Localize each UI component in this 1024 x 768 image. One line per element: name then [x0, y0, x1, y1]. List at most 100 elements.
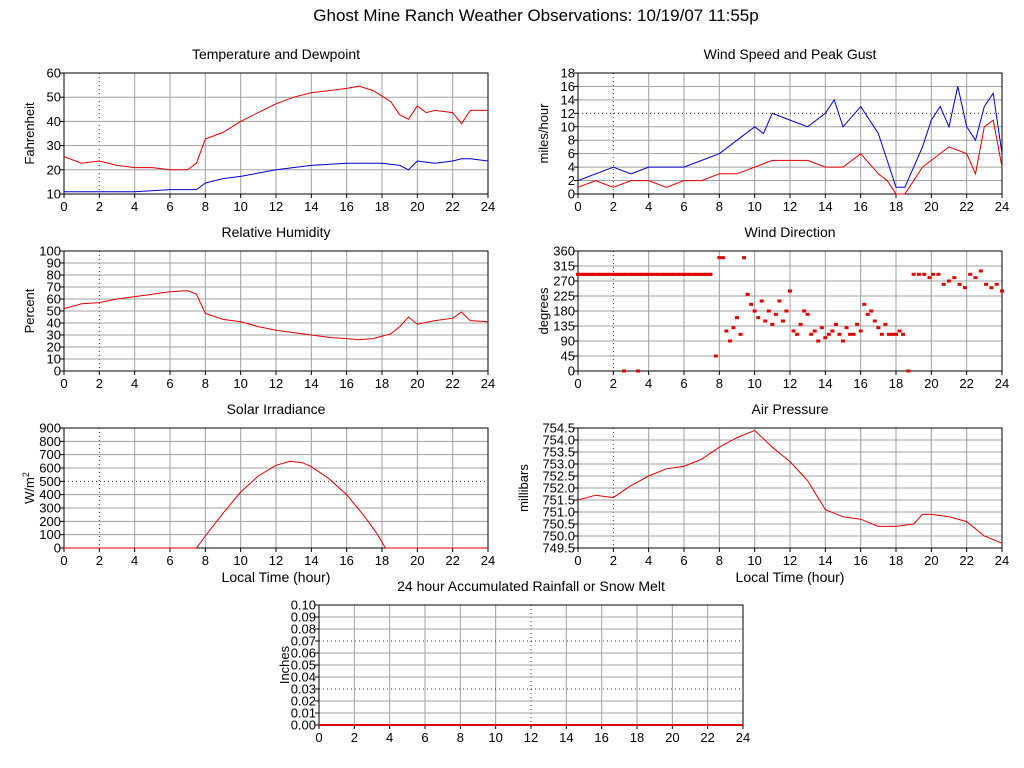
data-point	[784, 309, 789, 313]
data-point	[973, 276, 978, 280]
x-tick-label: 2	[96, 376, 103, 391]
y-tick-label: 40	[47, 316, 61, 331]
x-tick-label: 8	[457, 730, 464, 745]
y-tick-label: 40	[47, 114, 61, 129]
x-tick-label: 0	[574, 376, 581, 391]
data-point	[837, 332, 842, 336]
data-point	[1000, 289, 1004, 293]
y-tick-label: 70	[47, 280, 61, 295]
x-tick-label: 18	[375, 376, 389, 391]
y-tick-label: 900	[39, 421, 61, 436]
data-point	[936, 272, 941, 276]
plot-frame	[63, 427, 489, 549]
x-tick-label: 4	[645, 376, 652, 391]
x-axis-label: Local Time (hour)	[736, 569, 845, 585]
y-tick-label: 30	[47, 328, 61, 343]
y-axis-label-sup: 2	[21, 472, 31, 477]
x-tick-label: 14	[304, 376, 318, 391]
data-point	[823, 336, 828, 340]
y-tick-label: 751.0	[542, 505, 575, 520]
data-point	[816, 339, 821, 343]
y-tick-label: 751.5	[542, 493, 575, 508]
y-tick-label: 80	[47, 268, 61, 283]
data-point	[819, 326, 824, 330]
x-axis-label: Local Time (hour)	[222, 569, 331, 585]
x-tick-label: 4	[645, 553, 652, 568]
data-point	[897, 329, 902, 333]
data-point	[759, 299, 764, 303]
y-tick-label: 753.0	[542, 457, 575, 472]
y-tick-label: 20	[47, 162, 61, 177]
y-tick-label: 700	[39, 447, 61, 462]
series-line	[577, 86, 1003, 188]
y-tick-label: 0.09	[291, 610, 316, 625]
chart-title: Relative Humidity	[222, 224, 331, 240]
data-point	[931, 272, 936, 276]
data-point	[894, 332, 898, 336]
x-tick-label: 2	[96, 553, 103, 568]
x-tick-label: 2	[610, 553, 617, 568]
page-title: Ghost Mine Ranch Weather Observations: 1…	[313, 6, 759, 25]
data-point	[957, 282, 962, 286]
data-point	[766, 309, 771, 313]
y-tick-label: 50	[47, 90, 61, 105]
rain-chart: 0 2 4 6 8 10 12 14 16 18 20 22 240.000.010.020.030.0…	[277, 578, 750, 745]
data-point	[989, 286, 994, 290]
data-point	[862, 302, 867, 306]
y-tick-label: 400	[39, 487, 61, 502]
plot-frame	[63, 250, 489, 372]
chart-title: Air Pressure	[751, 401, 828, 417]
x-tick-label: 20	[924, 553, 938, 568]
x-tick-label: 2	[610, 199, 617, 214]
y-tick-label: 2	[568, 173, 575, 188]
y-tick-label: 753.5	[542, 445, 575, 460]
y-tick-label: 750.5	[542, 517, 575, 532]
x-tick-label: 10	[747, 376, 761, 391]
x-tick-label: 18	[375, 199, 389, 214]
y-tick-label: 4	[568, 160, 575, 175]
y-tick-label: 754.0	[542, 433, 575, 448]
x-tick-label: 12	[783, 199, 797, 214]
y-tick-label: 90	[561, 334, 575, 349]
data-point	[777, 299, 782, 303]
data-point	[869, 309, 874, 313]
x-tick-label: 4	[131, 553, 138, 568]
wdir-chart: 0 2 4 6 8 10 12 14 16 18 20 22 240459013518022527031…	[536, 224, 1009, 391]
y-tick-label: 18	[561, 66, 575, 81]
data-point	[770, 322, 775, 326]
x-tick-label: 4	[131, 199, 138, 214]
data-point	[830, 329, 835, 333]
x-tick-label: 22	[445, 553, 459, 568]
y-tick-label: 10	[47, 352, 61, 367]
y-axis-label: miles/hour	[536, 103, 551, 164]
y-tick-label: 100	[39, 527, 61, 542]
data-point	[968, 272, 973, 276]
data-point	[752, 309, 757, 313]
data-point	[763, 319, 768, 323]
data-point	[962, 286, 967, 290]
y-tick-label: 600	[39, 461, 61, 476]
x-tick-label: 16	[853, 376, 867, 391]
x-tick-label: 20	[410, 553, 424, 568]
series-line	[577, 119, 1003, 195]
y-tick-label: 300	[39, 501, 61, 516]
y-tick-label: 0.05	[291, 658, 316, 673]
y-tick-label: 135	[553, 319, 575, 334]
x-tick-label: 8	[716, 553, 723, 568]
y-tick-label: 16	[561, 79, 575, 94]
data-point	[922, 272, 927, 276]
x-tick-label: 0	[60, 553, 67, 568]
data-point	[773, 312, 778, 316]
y-tick-label: 30	[47, 138, 61, 153]
data-point	[809, 332, 814, 336]
data-point	[848, 332, 853, 336]
y-tick-label: 20	[47, 340, 61, 355]
x-tick-label: 14	[818, 376, 832, 391]
y-tick-label: 749.5	[542, 541, 575, 556]
y-axis-label: degrees	[536, 287, 551, 334]
data-point	[802, 309, 807, 313]
pressure-chart: 0 2 4 6 8 10 12 14 16 18 20 22 24749.5750.0750.5751.…	[516, 401, 1009, 585]
y-tick-label: 0	[54, 541, 61, 556]
plot-frame	[577, 72, 1003, 195]
y-axis-label: W/m2	[21, 472, 37, 504]
